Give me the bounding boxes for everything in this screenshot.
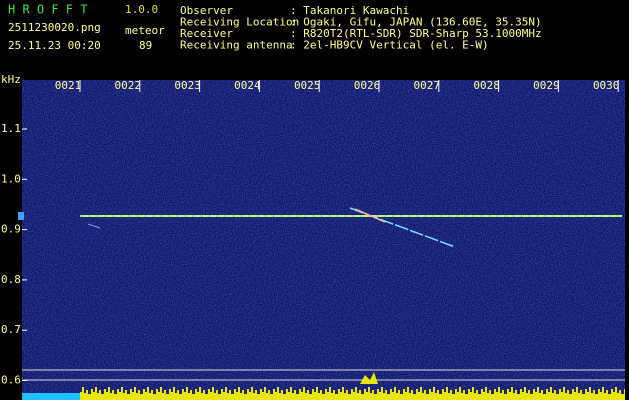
freq-label: 0.9 [1, 223, 21, 236]
datetime: 25.11.23 00:20 [8, 39, 101, 52]
freq-label: 0.6 [1, 374, 21, 387]
station-label: Receiver [180, 27, 233, 40]
time-label: 0028 [473, 79, 500, 92]
station-value: : 2el-HB9CV Vertical (el. E-W) [290, 39, 489, 52]
station-value: : Ogaki, Gifu, JAPAN (136.60E, 35.35N) [290, 16, 542, 29]
axis-unit: kHz [1, 73, 21, 86]
time-label: 0030 [593, 79, 620, 92]
station-value: : R820T2(RTL-SDR) SDR-Sharp 53.1000MHz [290, 27, 542, 40]
station-label: Observer [180, 4, 233, 17]
time-label: 0024 [234, 79, 261, 92]
app-name: H R O F F T [8, 3, 87, 17]
faint-trace [87, 223, 101, 229]
time-label: 0025 [294, 79, 321, 92]
amplitude-peak [360, 372, 378, 384]
mode: meteor [125, 24, 165, 37]
freq-label: 0.7 [1, 323, 21, 336]
amplitude-bars [80, 384, 625, 400]
file-name: 2511230020.png [8, 21, 101, 34]
station-label: Receiving Location [180, 16, 299, 29]
station-label: Receiving antenna [180, 39, 293, 52]
header: H R O F F T 1.0.0 2511230020.png meteor … [1, 3, 165, 87]
freq-label: 1.1 [1, 122, 21, 135]
amplitude-low [22, 393, 80, 400]
meteor-head [354, 208, 386, 223]
time-label: 0021 [55, 79, 82, 92]
time-label: 0029 [533, 79, 560, 92]
time-label: 0027 [414, 79, 441, 92]
station-value: : Takanori Kawachi [290, 4, 409, 17]
freq-label: 0.8 [1, 273, 21, 286]
time-label: 0023 [174, 79, 201, 92]
version: 1.0.0 [125, 3, 158, 16]
time-label: 0022 [115, 79, 142, 92]
time-label: 0026 [354, 79, 381, 92]
count: 89 [139, 39, 152, 52]
marker [18, 212, 24, 220]
spectrogram-noise [22, 80, 625, 400]
freq-label: 1.0 [1, 172, 21, 185]
